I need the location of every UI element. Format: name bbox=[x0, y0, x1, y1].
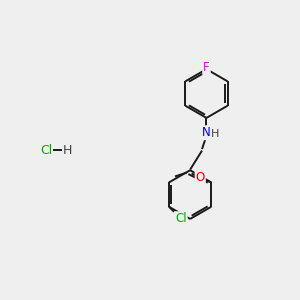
Text: H: H bbox=[63, 143, 72, 157]
Text: F: F bbox=[203, 61, 210, 74]
Text: O: O bbox=[196, 171, 205, 184]
Text: H: H bbox=[211, 129, 219, 139]
Text: Cl: Cl bbox=[175, 212, 187, 225]
Text: Cl: Cl bbox=[40, 143, 52, 157]
Text: N: N bbox=[202, 126, 211, 139]
